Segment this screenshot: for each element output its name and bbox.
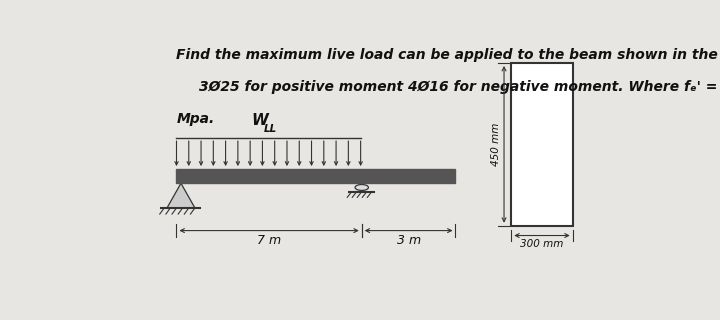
Text: LL: LL: [264, 124, 277, 134]
Text: Mpa.: Mpa.: [176, 112, 215, 126]
Text: 7 m: 7 m: [257, 234, 282, 247]
Polygon shape: [167, 183, 195, 208]
Text: Find the maximum live load can be applied to the beam shown in the figure (3-1).: Find the maximum live load can be applie…: [176, 48, 720, 62]
Bar: [176, 169, 456, 182]
Text: 3 m: 3 m: [397, 234, 420, 247]
Bar: [511, 63, 572, 226]
Text: 3Ø25 for positive moment 4Ø16 for negative moment. Where fₑ' = 33 Mpa , fʸ = 414: 3Ø25 for positive moment 4Ø16 for negati…: [199, 80, 720, 94]
Circle shape: [355, 185, 369, 190]
Text: 300 mm: 300 mm: [521, 239, 564, 249]
Text: W: W: [252, 113, 269, 128]
Text: 450 mm: 450 mm: [491, 123, 501, 166]
